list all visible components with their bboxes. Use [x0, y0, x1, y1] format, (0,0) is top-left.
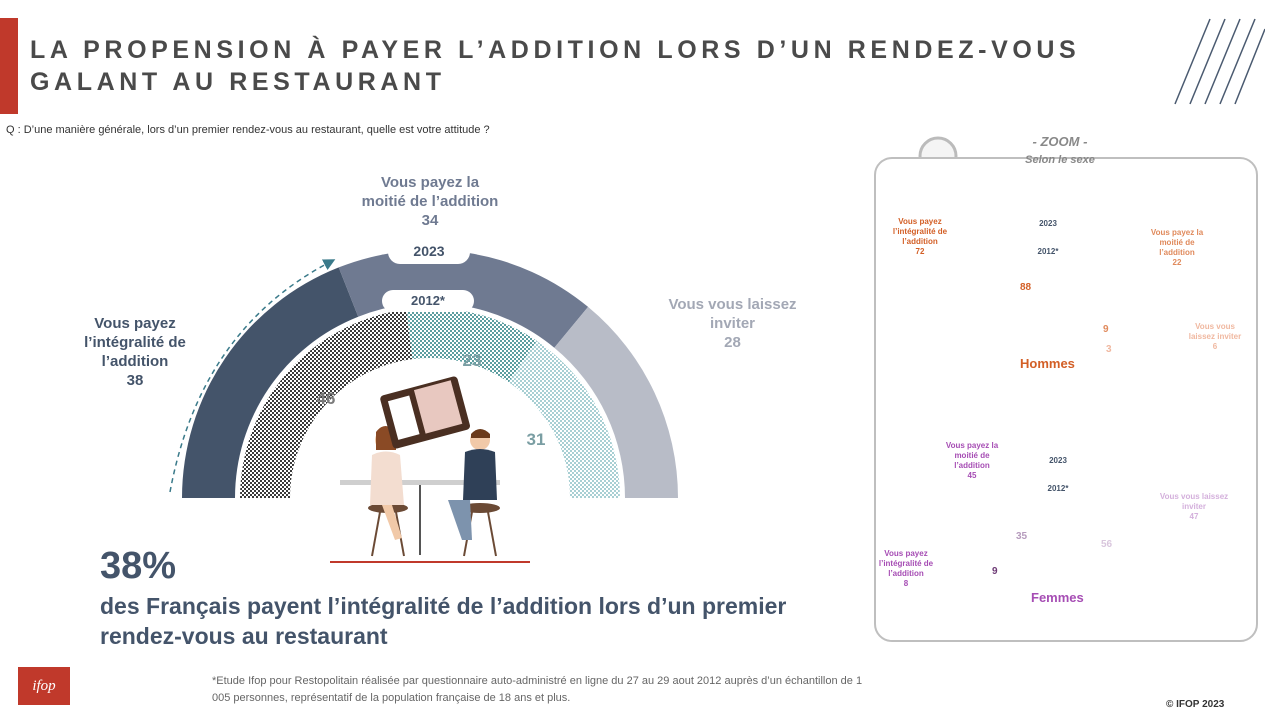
copyright: © IFOP 2023 [1166, 699, 1225, 710]
hommes-value-half-2012: 9 [1103, 324, 1109, 335]
trend-arrow [169, 259, 336, 493]
hommes-value-full-2012: 88 [1020, 282, 1032, 293]
decorative-lines [1174, 18, 1265, 105]
highlight-percent: 38% [100, 545, 177, 587]
zoom-title: - ZOOM - [1000, 134, 1120, 149]
hommes-label-invited: Vous vous laissez inviter 6 [1188, 322, 1242, 351]
value-full-2023: 38 [126, 372, 144, 389]
hommes-year-2023: 2023 [1039, 219, 1057, 228]
highlight-text: des Français payent l’intégralité de l’a… [100, 593, 787, 649]
couple-illustration [330, 376, 530, 563]
ifop-logo: ifop [18, 667, 70, 705]
femmes-value-full-2023: 8 [903, 579, 909, 588]
value-invited-2023: 28 [724, 334, 741, 351]
value-half-2023: 34 [421, 212, 439, 229]
femmes-value-full-2012: 9 [992, 566, 998, 577]
title-line-2: GALANT AU RESTAURANT [30, 68, 446, 96]
hommes-value-invited-2023: 6 [1212, 342, 1218, 351]
label-invited: Vous vous laissez inviter 28 [650, 295, 815, 352]
year-tab [388, 240, 470, 264]
main-2012-segment-3 [508, 340, 620, 498]
femmes-label-full: Vous payez l’intégralité de l’addition 8 [878, 549, 934, 588]
zoom-panel [874, 157, 1258, 642]
main-2023-segment-1 [182, 267, 359, 498]
femmes-value-invited-2012: 56 [1101, 539, 1113, 550]
femmes-value-half-2023: 45 [967, 471, 977, 480]
label-full-payment: Vous payez l’intégralité de l’addition 3… [70, 314, 200, 390]
hommes-year-2012: 2012* [1037, 247, 1059, 256]
femmes-year-2023: 2023 [1049, 456, 1067, 465]
femmes-value-half-2012: 35 [1016, 531, 1028, 542]
footnote: *Etude Ifop pour Restopolitain réalisée … [212, 675, 863, 704]
year-tab [382, 290, 474, 312]
accent-bar [0, 18, 18, 114]
femmes-label-invited: Vous vous laissez inviter 47 [1159, 492, 1229, 521]
femmes-title: Femmes [1031, 590, 1084, 605]
year-2023-label: 2023 [413, 243, 445, 259]
page-title: LA PROPENSION À PAYER L’ADDITION LORS D’… [30, 34, 1080, 98]
survey-question: Q : D’une manière générale, lors d’un pr… [6, 124, 490, 136]
femmes-label-half: Vous payez la moitié de l’addition 45 [945, 441, 999, 480]
year-2012-label: 2012* [411, 293, 445, 308]
value-invited-2012: 31 [526, 430, 546, 449]
label-half-payment: Vous payez la moitié de l’addition 34 [330, 173, 530, 230]
hommes-value-invited-2012: 3 [1106, 344, 1112, 355]
main-2012-segment-2 [406, 308, 537, 383]
hommes-value-half-2023: 22 [1172, 258, 1182, 267]
zoom-subtitle: Selon le sexe [1025, 154, 1095, 166]
main-2023-segment-3 [554, 306, 678, 498]
main-2012-segment-1 [240, 309, 413, 498]
value-full-2012: 46 [316, 389, 336, 408]
title-line-1: LA PROPENSION À PAYER L’ADDITION LORS D’… [30, 36, 1081, 64]
femmes-year-2012: 2012* [1047, 484, 1069, 493]
hommes-title: Hommes [1020, 356, 1075, 371]
hommes-label-full: Vous payez l’intégralité de l’addition 72 [892, 217, 948, 256]
value-half-2012: 23 [462, 351, 482, 370]
hommes-value-full-2023: 72 [915, 247, 925, 256]
main-chart-2012-ring [240, 308, 620, 498]
hommes-label-half: Vous payez la moitié de l’addition 22 [1150, 228, 1204, 267]
femmes-value-invited-2023: 47 [1189, 512, 1199, 521]
